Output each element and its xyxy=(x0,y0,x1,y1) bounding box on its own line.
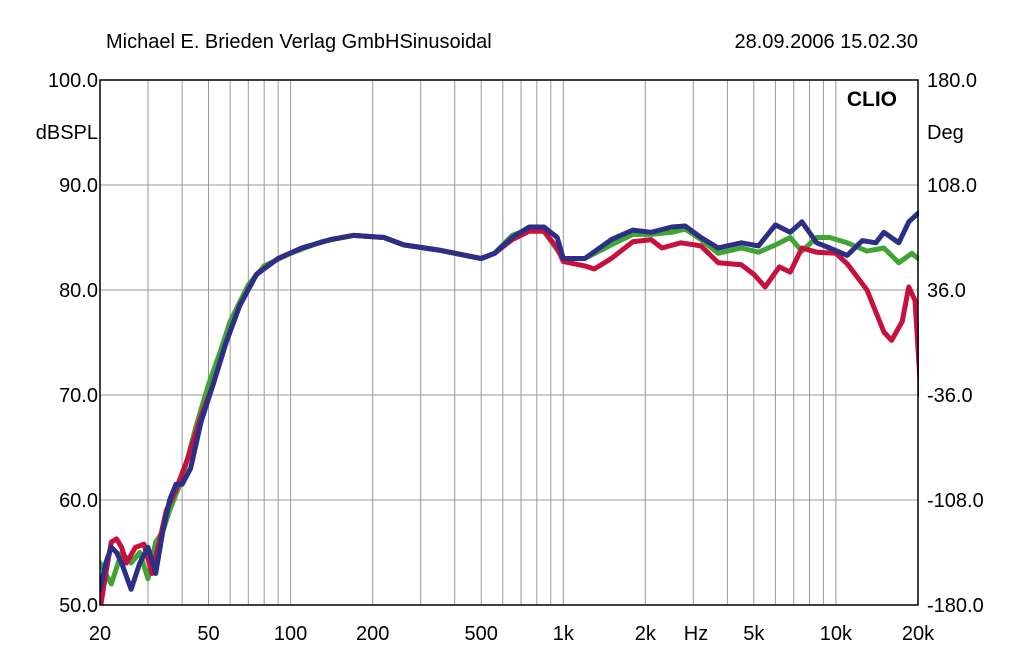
plot-grid xyxy=(100,80,918,605)
y2-axis-label: Deg xyxy=(927,122,964,144)
series-line xyxy=(100,228,919,605)
x-tick-label: 10k xyxy=(820,623,853,645)
x-tick-label: 100 xyxy=(274,623,307,645)
y-tick-label: 90.0 xyxy=(59,175,98,197)
x-tick-label: 50 xyxy=(197,623,219,645)
x-tick-label: 20k xyxy=(902,623,935,645)
tick-labels: 20 50 100 200 500 1k 2k 5k 10k 20k 100.0 90.0 80.0 70… xyxy=(48,70,984,645)
y-axis-label: dBSPL xyxy=(36,122,98,144)
y-tick-label: 50.0 xyxy=(59,595,98,617)
x-tick-label: 5k xyxy=(743,623,765,645)
y-tick-label: 100.0 xyxy=(48,70,98,92)
plot-frame xyxy=(99,79,919,606)
y2-tick-label: 36.0 xyxy=(927,280,966,302)
x-axis-label: Hz xyxy=(684,623,708,645)
header-right: 28.09.2006 15.02.30 xyxy=(734,31,918,53)
y2-tick-label: -108.0 xyxy=(927,490,984,512)
x-tick-label: 200 xyxy=(356,623,389,645)
header-left: Michael E. Brieden Verlag GmbHSinusoidal xyxy=(106,31,492,53)
brand-label: CLIO xyxy=(847,88,897,111)
x-tick-label: 1k xyxy=(553,623,575,645)
x-tick-label: 20 xyxy=(89,623,111,645)
y-tick-label: 60.0 xyxy=(59,490,98,512)
series-line xyxy=(100,226,919,587)
series-line xyxy=(100,210,919,592)
x-tick-label: 2k xyxy=(635,623,657,645)
y-tick-label: 80.0 xyxy=(59,280,98,302)
y2-tick-label: 108.0 xyxy=(927,175,977,197)
plot-series xyxy=(100,210,919,605)
y-tick-label: 70.0 xyxy=(59,385,98,407)
y2-tick-label: -180.0 xyxy=(927,595,984,617)
x-tick-label: 500 xyxy=(465,623,498,645)
y2-tick-label: -36.0 xyxy=(927,385,973,407)
y2-tick-label: 180.0 xyxy=(927,70,977,92)
